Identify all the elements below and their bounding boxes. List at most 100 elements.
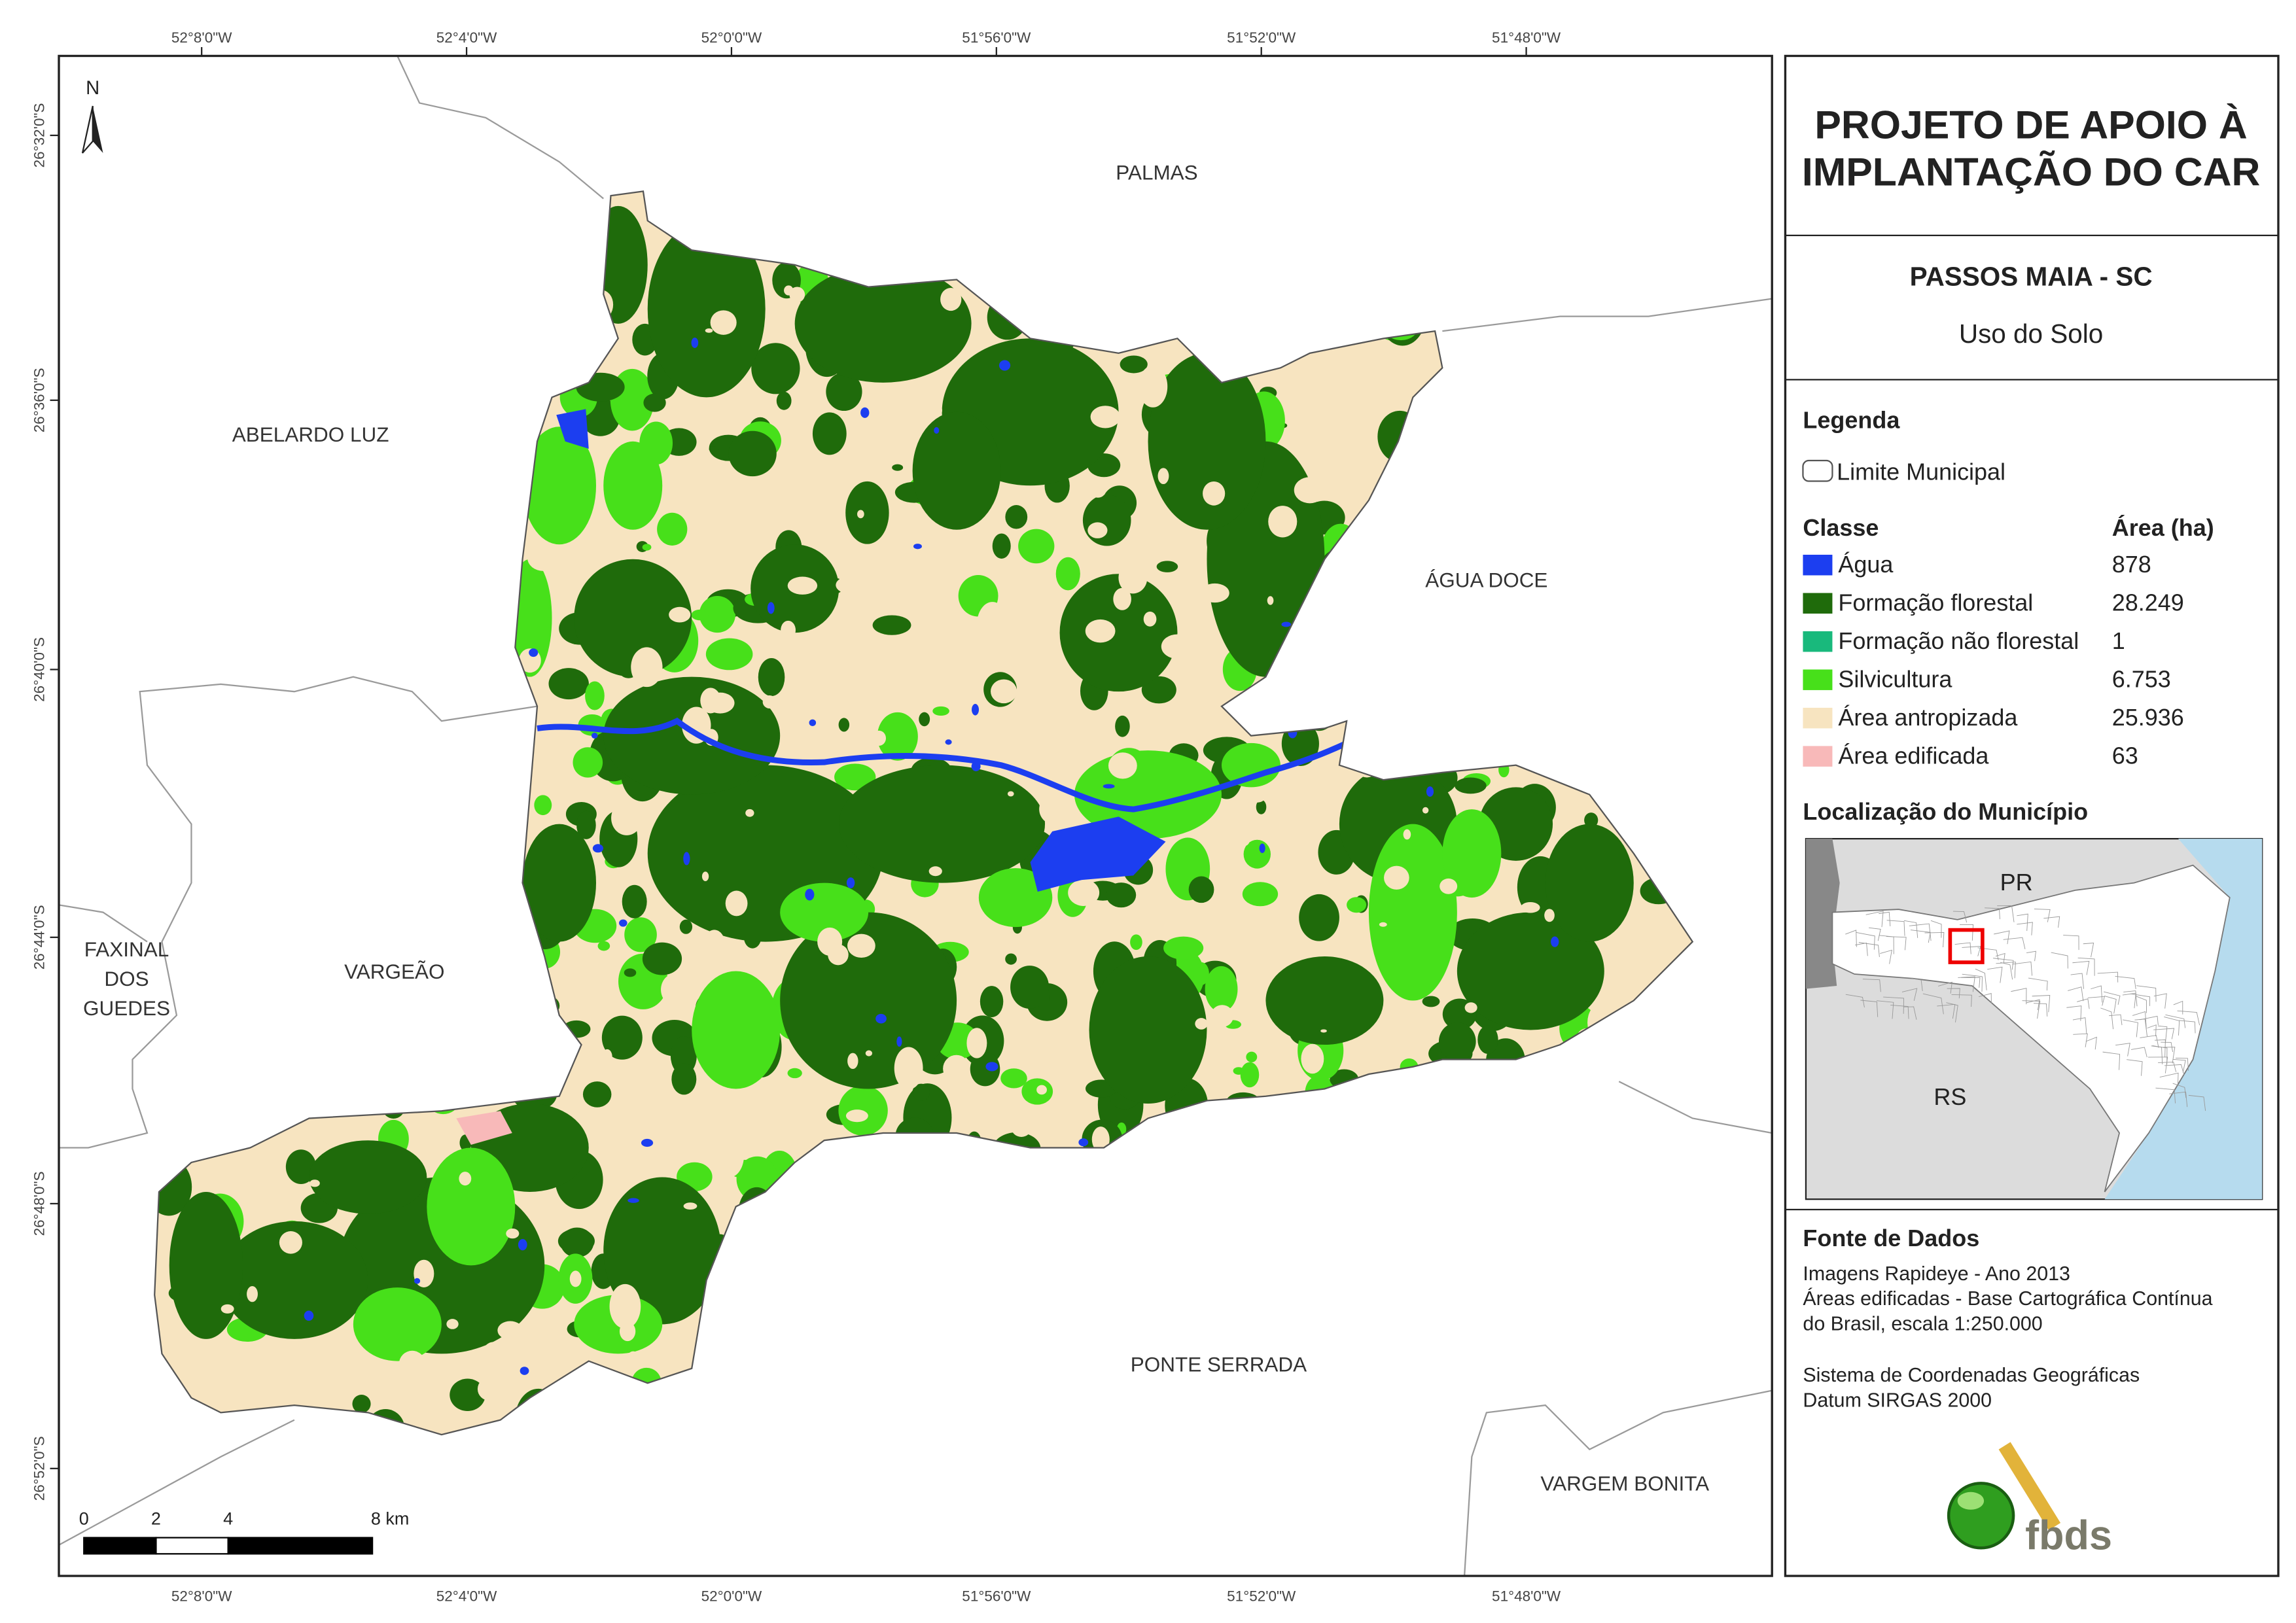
water-patch: [809, 719, 817, 727]
inset-municipality: [1994, 930, 2010, 945]
anthropized-patch: [626, 1351, 641, 1372]
inset-municipality: [2161, 1041, 2174, 1053]
inset-municipality: [1860, 1000, 1879, 1017]
inset-municipality: [2076, 998, 2090, 1009]
inset-municipality: [2134, 1019, 2147, 1037]
class-area: 28.249: [2112, 589, 2184, 616]
anthropized-patch: [1165, 703, 1187, 732]
inset-municipality: [2011, 988, 2027, 1005]
anthropized-patch: [1131, 909, 1151, 920]
anthropized-patch: [836, 576, 866, 594]
lat-label: 26°48'0"S: [31, 1172, 48, 1236]
anthropized-patch: [788, 469, 821, 493]
anthropized-patch: [710, 310, 737, 335]
inset-municipality: [2022, 1000, 2041, 1019]
anthropized-patch: [720, 1103, 741, 1128]
forest-patch: [980, 986, 1004, 1018]
ocean: [2104, 839, 2263, 1200]
place-label: PALMAS: [1116, 160, 1197, 184]
neighbor-boundary: [59, 676, 538, 1149]
inset-municipality: [2087, 996, 2105, 1006]
inset-municipality: [1924, 932, 1945, 948]
inset-municipality: [1890, 1004, 1909, 1019]
neighbor-boundary: [1463, 1389, 1773, 1577]
inset-municipality: [1886, 920, 1905, 936]
inset-municipality: [1880, 949, 1892, 964]
anthropized-patch: [309, 1179, 320, 1187]
inset-municipality: [2159, 1072, 2179, 1084]
water-patch: [683, 852, 690, 865]
water-patch: [414, 1278, 421, 1284]
subtitle: Uso do Solo: [1959, 319, 2103, 349]
scale-segment: [83, 1537, 157, 1555]
water-patch: [627, 1198, 639, 1203]
anthropized-patch: [745, 809, 754, 817]
lon-label: 51°56'0"W: [962, 1588, 1031, 1604]
forest-patch: [1299, 894, 1339, 941]
inset-municipality: [1922, 993, 1944, 1015]
location-title: Localização do Município: [1803, 798, 2088, 825]
lon-label: 52°4'0"W: [436, 29, 497, 46]
water-patch: [896, 1036, 902, 1047]
anthropized-patch: [631, 647, 663, 688]
anthropized-patch: [847, 1053, 858, 1070]
anthropized-patch: [247, 1285, 258, 1302]
inset-municipalities: [1845, 905, 2206, 1111]
logo-circle: [1947, 1482, 2015, 1550]
place-label: DOS: [104, 967, 149, 990]
inset-municipality: [2051, 952, 2068, 969]
water-patch: [913, 544, 922, 550]
silviculture-patch: [573, 747, 603, 778]
anthropized-patch: [879, 697, 892, 706]
silviculture-patch: [705, 638, 753, 671]
place-label: VARGEÃO: [344, 960, 444, 983]
anthropized-patch: [705, 692, 735, 714]
class-name: Silvicultura: [1838, 665, 1952, 692]
forest-patch: [574, 559, 692, 677]
forest-patch: [1477, 1025, 1498, 1055]
anthropized-patch: [481, 1342, 506, 1374]
forest-patch: [285, 1149, 317, 1185]
inset-municipality: [1911, 978, 1923, 991]
forest-patch: [1120, 355, 1148, 374]
water-patch: [846, 877, 855, 888]
inset-municipality: [2188, 1094, 2206, 1111]
neighbor-boundary: [59, 1419, 295, 1546]
source-line: Imagens Rapideye - Ano 2013: [1803, 1263, 2070, 1285]
anthropized-patch: [682, 707, 711, 744]
place-label: ÁGUA DOCE: [1425, 568, 1547, 591]
lat-label: 26°32'0"S: [31, 103, 48, 168]
forest-patch: [1089, 956, 1207, 1104]
anthropized-patch: [266, 1345, 282, 1356]
anthropized-patch: [927, 402, 942, 419]
inset-municipality: [2130, 993, 2151, 1006]
inset-municipality: [1876, 1000, 1894, 1019]
anthropized-patch: [1544, 909, 1555, 922]
inset-municipality: [2073, 1033, 2088, 1048]
source-line: Datum SIRGAS 2000: [1803, 1389, 1992, 1411]
anthropized-patch: [398, 1350, 426, 1378]
inset-municipality: [2032, 995, 2051, 1013]
forest-patch: [576, 811, 596, 839]
forest-patch: [992, 533, 1011, 559]
silviculture-patch: [1000, 1068, 1027, 1089]
anthropized-patch: [1074, 487, 1085, 494]
anthropized-patch: [1087, 522, 1108, 538]
anthropized-patch: [845, 1109, 868, 1123]
logo-highlight: [1957, 1492, 1985, 1510]
inset-municipality: [1958, 976, 1975, 992]
anthropized-patch: [1029, 629, 1046, 643]
anthropized-patch: [569, 1270, 582, 1287]
place-label: PONTE SERRADA: [1131, 1352, 1307, 1376]
inset-municipality: [1903, 920, 1918, 938]
forest-patch: [309, 1140, 427, 1214]
anthropized-patch: [987, 559, 1008, 579]
inset-municipality: [1975, 968, 1987, 990]
forest-patch: [1256, 799, 1267, 814]
anthropized-patch: [707, 560, 718, 568]
water-patch: [619, 919, 627, 927]
inset-municipality: [2083, 943, 2094, 958]
class-swatch: [1803, 707, 1833, 729]
anthropized-patch: [966, 1028, 987, 1058]
